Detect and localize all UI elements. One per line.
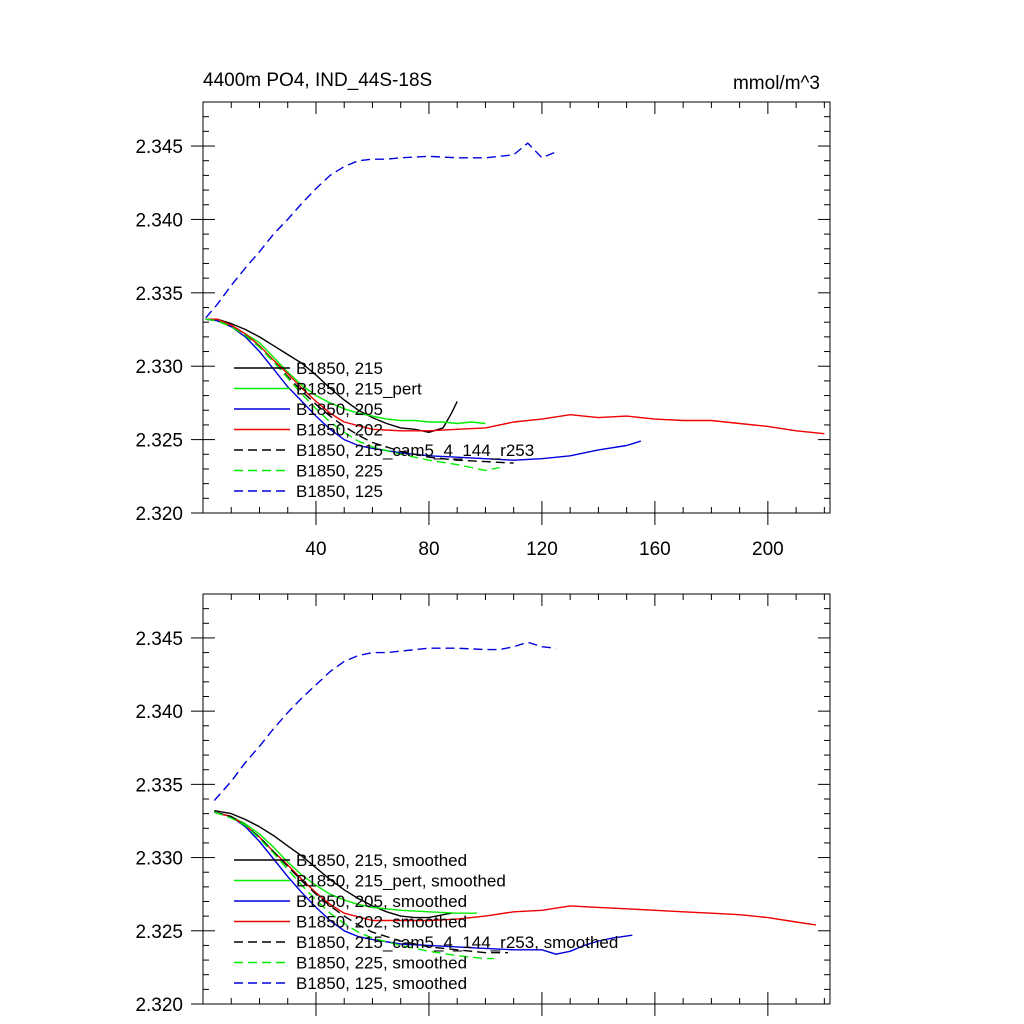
- top-panel: 40 80 120 160 200 2.320 2.325 2.330 2.335 2.340 2.…: [135, 70, 831, 560]
- legend-label: B1850, 205, smoothed: [296, 892, 467, 911]
- y-tick-label: 2.320: [135, 504, 183, 525]
- series-line: [205, 318, 486, 425]
- series-line: [214, 811, 817, 926]
- x-tick-label: 120: [526, 539, 558, 560]
- y-tick-label: 2.335: [135, 284, 183, 305]
- series-line: [214, 811, 494, 960]
- y-tick-label: 2.325: [135, 431, 183, 452]
- y-tick-label: 2.330: [135, 849, 183, 870]
- series-line: [205, 318, 458, 433]
- legend-label: B1850, 215_cam5_4_144_r253, smoothed: [296, 933, 618, 952]
- series-line: [205, 318, 500, 472]
- series-line: [214, 810, 452, 919]
- legend-label: B1850, 225, smoothed: [296, 954, 467, 973]
- y-tick-label: 2.325: [135, 922, 183, 943]
- x-tick-label: 40: [305, 539, 326, 560]
- units-label: mmol/m^3: [733, 73, 820, 94]
- y-tick-label: 2.330: [135, 357, 183, 378]
- legend-label: B1850, 125, smoothed: [296, 974, 467, 993]
- y-tick-label: 2.345: [135, 137, 183, 158]
- x-tick-label: 80: [418, 539, 439, 560]
- legend-label: B1850, 215_pert, smoothed: [296, 872, 506, 891]
- legend-label: B1850, 202: [296, 421, 383, 440]
- legend-label: B1850, 225: [296, 462, 383, 481]
- legend-label: B1850, 205: [296, 400, 383, 419]
- series-line: [214, 811, 477, 914]
- series-line: [214, 811, 633, 955]
- y-tick-label: 2.340: [135, 210, 183, 231]
- legend-label: B1850, 215: [296, 359, 383, 378]
- legend-label: B1850, 215, smoothed: [296, 851, 467, 870]
- chart-title: 4400m PO4, IND_44S-18S: [203, 70, 432, 91]
- y-tick-label: 2.320: [135, 995, 183, 1016]
- y-tick-label: 2.340: [135, 702, 183, 723]
- series-line: [205, 142, 557, 319]
- y-tick-label: 2.345: [135, 629, 183, 650]
- x-tick-label: 160: [639, 539, 671, 560]
- legend-label: B1850, 202, smoothed: [296, 913, 467, 932]
- y-tick-label: 2.335: [135, 775, 183, 796]
- legend-label: B1850, 125: [296, 482, 383, 501]
- series-line: [205, 318, 514, 464]
- series-line: [213, 641, 557, 801]
- series-line: [205, 318, 642, 461]
- series-line: [205, 318, 825, 435]
- legend-label: B1850, 215_pert: [296, 380, 422, 399]
- legend-label: B1850, 215_cam5_4_144_r253: [296, 441, 534, 460]
- bottom-panel: 2.320 2.325 2.330 2.335 2.340 2.345 B1850, 215…: [135, 593, 831, 1016]
- x-tick-label: 200: [752, 539, 784, 560]
